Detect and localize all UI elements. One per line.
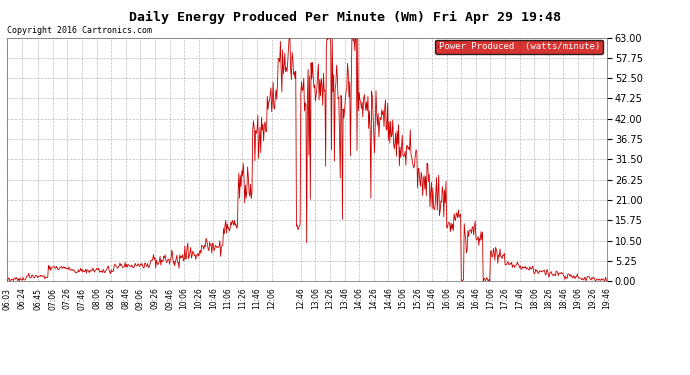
Text: Copyright 2016 Cartronics.com: Copyright 2016 Cartronics.com (7, 26, 152, 35)
Legend: Power Produced  (watts/minute): Power Produced (watts/minute) (435, 40, 602, 54)
Text: Daily Energy Produced Per Minute (Wm) Fri Apr 29 19:48: Daily Energy Produced Per Minute (Wm) Fr… (129, 11, 561, 24)
